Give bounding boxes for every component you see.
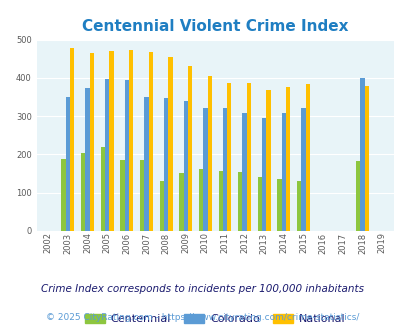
Bar <box>257 178 262 231</box>
Bar <box>81 153 85 231</box>
Bar <box>218 171 222 231</box>
Bar <box>148 52 153 231</box>
Bar <box>140 160 144 231</box>
Title: Centennial Violent Crime Index: Centennial Violent Crime Index <box>82 19 347 34</box>
Bar <box>296 181 301 231</box>
Text: © 2025 CityRating.com - https://www.cityrating.com/crime-statistics/: © 2025 CityRating.com - https://www.city… <box>46 313 359 322</box>
Bar <box>359 78 364 231</box>
Legend: Centennial, Colorado, National: Centennial, Colorado, National <box>81 309 349 329</box>
Bar <box>179 173 183 231</box>
Bar <box>100 147 105 231</box>
Bar <box>90 53 94 231</box>
Bar <box>109 51 113 231</box>
Bar <box>144 97 148 231</box>
Bar <box>85 88 90 231</box>
Bar <box>286 87 290 231</box>
Bar <box>281 113 286 231</box>
Bar <box>207 76 211 231</box>
Bar <box>242 113 246 231</box>
Bar <box>129 50 133 231</box>
Bar <box>120 160 124 231</box>
Bar <box>266 90 270 231</box>
Bar <box>277 179 281 231</box>
Bar <box>226 83 231 231</box>
Bar <box>164 98 168 231</box>
Bar <box>364 86 368 231</box>
Bar <box>61 159 66 231</box>
Text: Crime Index corresponds to incidents per 100,000 inhabitants: Crime Index corresponds to incidents per… <box>41 284 364 294</box>
Bar <box>222 108 226 231</box>
Bar <box>183 101 188 231</box>
Bar <box>124 80 129 231</box>
Bar <box>188 66 192 231</box>
Bar <box>238 173 242 231</box>
Bar <box>305 84 309 231</box>
Bar <box>246 83 250 231</box>
Bar <box>301 108 305 231</box>
Bar <box>168 57 172 231</box>
Bar <box>105 79 109 231</box>
Bar <box>203 108 207 231</box>
Bar <box>159 181 164 231</box>
Bar <box>355 161 359 231</box>
Bar <box>66 97 70 231</box>
Bar <box>70 48 74 231</box>
Bar <box>262 118 266 231</box>
Bar <box>198 169 203 231</box>
